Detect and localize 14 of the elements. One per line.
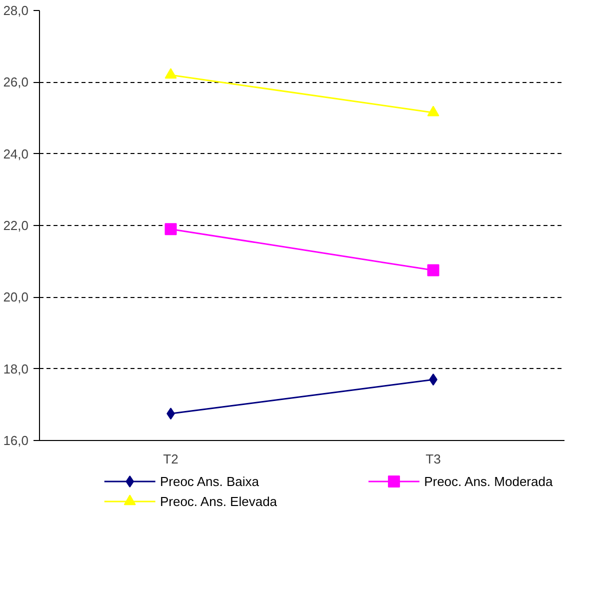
- y-tick-label: 18,0: [3, 361, 29, 376]
- y-tick-label: 24,0: [3, 146, 29, 162]
- y-tick-label: 26,0: [3, 74, 29, 90]
- legend-label: Preoc Ans. Baixa: [160, 474, 260, 489]
- y-tick-label: 28,0: [3, 3, 29, 18]
- legend-label: Preoc. Ans. Elevada: [160, 494, 278, 509]
- x-tick-label: T3: [426, 452, 441, 466]
- point: [164, 223, 177, 236]
- y-tick-label: 20,0: [3, 290, 29, 305]
- legend-label: Preoc. Ans. Moderada: [424, 474, 554, 489]
- point: [427, 264, 440, 276]
- y-tick-label: 22,0: [3, 218, 29, 233]
- y-tick-label: 16,0: [3, 433, 29, 448]
- x-tick-label: T2: [163, 452, 178, 466]
